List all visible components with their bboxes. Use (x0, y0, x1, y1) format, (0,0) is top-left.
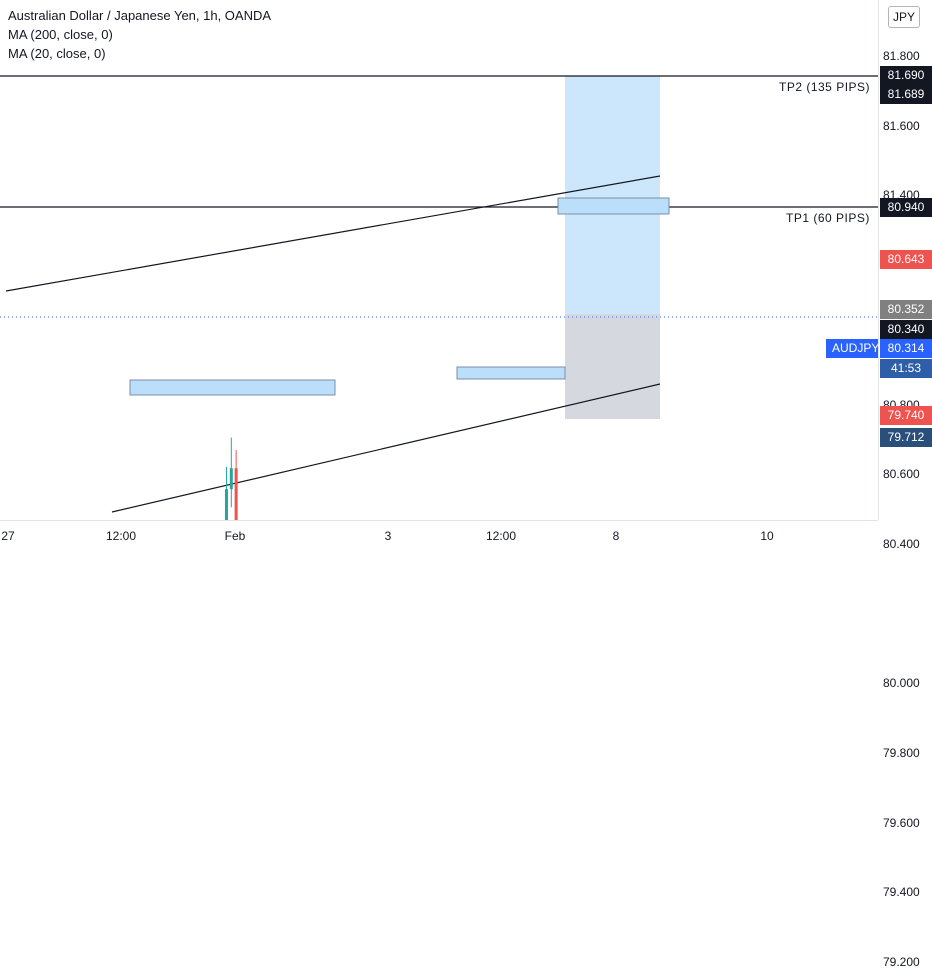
price-tick-label: 81.600 (883, 118, 920, 133)
countdown-tag: 41:53 (880, 359, 932, 378)
price-tick-label: 79.800 (883, 746, 920, 760)
time-tick-label: 27 (1, 529, 15, 543)
price-tick-label: 80.000 (883, 676, 920, 691)
stop-zone (565, 314, 660, 419)
candle-body (224, 489, 228, 520)
price-tick-label: 80.400 (883, 536, 920, 551)
chart-legend: Australian Dollar / Japanese Yen, 1h, OA… (8, 6, 271, 63)
price-tick-label: 81.800 (883, 49, 920, 63)
legend-ma20[interactable]: MA (20, close, 0) (8, 46, 106, 61)
ma200-tag: 80.643 (880, 250, 932, 269)
entry-tag: 80.352 (880, 300, 932, 319)
stop-tag: 79.740 (880, 406, 932, 425)
tp2-level-tag: 81.689 (880, 85, 932, 104)
stop-level-tag: 79.712 (880, 428, 932, 447)
price-axis[interactable]: 81.80081.60081.40081.20081.00080.80080.6… (878, 0, 932, 969)
candlestick-chart[interactable] (0, 0, 878, 520)
support-box-2 (456, 366, 566, 380)
time-tick-label: 12:00 (485, 529, 517, 543)
time-tick-label: 3 (384, 529, 392, 543)
legend-ma200[interactable]: MA (200, close, 0) (8, 27, 113, 42)
candle-body (229, 468, 233, 490)
tp1-line-tag: 80.940 (880, 198, 932, 217)
target-zone (565, 76, 660, 314)
symbol-price-tag: 80.314 (880, 339, 932, 358)
lower-trendline (111, 383, 661, 513)
time-tick-label: Feb (224, 529, 246, 543)
tp1-target-box (557, 197, 670, 215)
time-tick-label: 12:00 (105, 529, 137, 543)
support-box-1 (129, 379, 336, 396)
price-tick-label: 79.200 (883, 955, 920, 969)
tp2-line-tag: 81.690 (880, 66, 932, 85)
chart-plot-area[interactable]: Australian Dollar / Japanese Yen, 1h, OA… (0, 0, 886, 520)
time-axis[interactable]: 27 12:00 Feb 3 12:00 8 10 (0, 520, 878, 551)
legend-title: Australian Dollar / Japanese Yen, 1h, OA… (8, 8, 272, 23)
time-tick-label: 10 (760, 529, 774, 543)
price-tick-label: 79.400 (883, 885, 920, 900)
last-price-tag: 80.340 (880, 320, 932, 339)
tp2-annotation: TP2 (135 PIPS) (779, 80, 871, 94)
price-tick-label: 80.600 (883, 467, 920, 482)
time-tick-label: 8 (612, 529, 620, 543)
symbol-tag: AUDJPY (826, 339, 886, 358)
currency-button[interactable]: JPY (888, 6, 920, 28)
price-tick-label: 79.600 (883, 815, 920, 830)
candle-body (234, 468, 238, 520)
upper-trendline (5, 175, 661, 292)
tp1-annotation: TP1 (60 PIPS) (786, 211, 870, 225)
